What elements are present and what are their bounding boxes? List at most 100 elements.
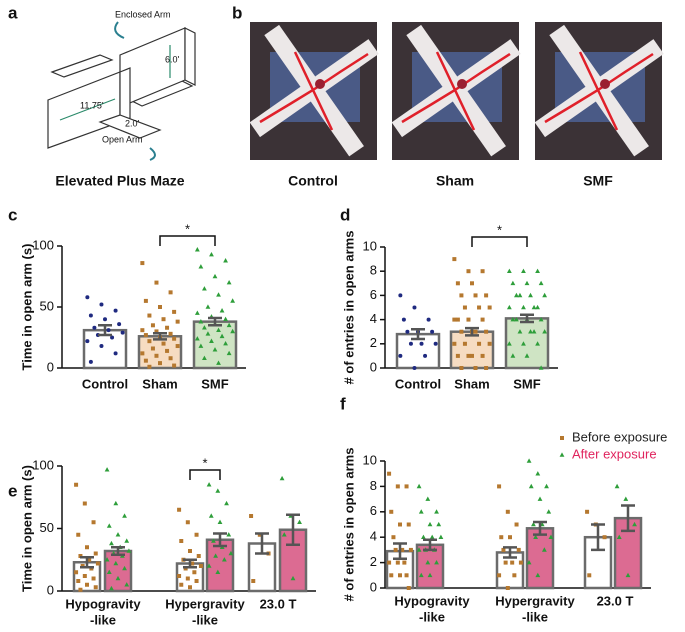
data-point — [161, 317, 166, 322]
data-point — [279, 475, 285, 481]
data-point — [632, 521, 637, 527]
data-point — [104, 557, 110, 562]
data-point — [510, 560, 515, 565]
data-point — [487, 341, 492, 346]
panel-label: c — [8, 205, 17, 224]
data-point — [477, 305, 482, 310]
data-point — [226, 532, 232, 537]
data-point — [185, 520, 190, 525]
data-point — [416, 547, 422, 552]
data-point — [538, 280, 544, 286]
panel-label: b — [232, 3, 242, 22]
data-point — [281, 532, 287, 537]
data-point — [177, 507, 182, 512]
data-point — [95, 561, 100, 566]
data-point — [404, 573, 409, 578]
data-point — [158, 361, 162, 366]
x-tick-label: -like — [192, 612, 218, 627]
data-point — [427, 521, 433, 527]
x-tick-label: SMF — [201, 376, 229, 391]
data-point — [514, 292, 519, 298]
data-point — [421, 534, 426, 539]
data-point — [433, 341, 438, 346]
data-point — [219, 308, 225, 313]
data-point — [172, 363, 177, 368]
data-point — [223, 258, 228, 263]
error-bar — [503, 546, 517, 559]
data-point — [88, 313, 93, 318]
x-tick-label: Hypogravity — [65, 596, 141, 611]
maze-label: 2.0' — [125, 118, 140, 128]
data-point — [524, 280, 530, 286]
data-point — [542, 292, 548, 298]
data-point — [85, 582, 89, 587]
animal — [315, 79, 325, 89]
data-point — [535, 572, 541, 578]
data-point — [85, 545, 89, 550]
data-point — [74, 482, 79, 487]
y-tick-label: 8 — [370, 478, 377, 493]
data-point — [92, 325, 97, 330]
significance-label: * — [202, 455, 207, 470]
x-tick-label: Control — [395, 376, 441, 391]
data-point — [514, 522, 519, 527]
data-point — [462, 305, 467, 310]
data-point — [531, 521, 536, 527]
photo-label: Sham — [436, 173, 474, 189]
track — [401, 51, 511, 131]
y-tick-label: 0 — [370, 579, 377, 594]
data-point — [466, 353, 471, 358]
data-point — [480, 317, 485, 322]
error-bar — [520, 313, 534, 324]
data-point — [544, 483, 549, 489]
maze-label: 11.75' — [80, 100, 104, 110]
data-point — [406, 586, 411, 590]
data-point — [602, 535, 607, 540]
data-point — [249, 514, 254, 518]
data-point — [395, 484, 400, 489]
data-point — [477, 341, 482, 346]
data-point — [427, 572, 433, 578]
data-point — [91, 576, 96, 581]
data-point — [198, 319, 204, 324]
data-point — [113, 500, 119, 506]
panel-label: a — [8, 3, 18, 22]
data-point — [425, 496, 431, 501]
data-point — [528, 483, 534, 489]
data-point — [212, 347, 218, 352]
data-point — [398, 353, 403, 358]
data-point — [466, 269, 471, 274]
y-axis-label: # of entries in open arms — [341, 448, 356, 602]
animal — [457, 79, 467, 89]
data-point — [216, 360, 221, 365]
error-bar — [213, 532, 227, 548]
data-point — [503, 560, 508, 565]
data-point — [99, 302, 104, 307]
data-point — [122, 513, 127, 518]
data-point — [484, 366, 489, 370]
data-point — [122, 565, 127, 571]
data-point — [198, 343, 204, 348]
bar — [205, 538, 235, 593]
data-point — [104, 467, 110, 472]
data-point — [143, 358, 148, 363]
data-point — [194, 579, 199, 583]
data-point — [616, 534, 622, 539]
data-point — [165, 325, 170, 330]
x-tick-label: 23.0 T — [597, 593, 634, 608]
data-point — [177, 574, 182, 578]
data-point — [251, 579, 256, 583]
y-tick-label: 100 — [32, 457, 54, 472]
data-point — [533, 534, 539, 539]
data-point — [113, 560, 119, 566]
arrow — [114, 21, 125, 39]
legend-label: After exposure — [572, 446, 657, 461]
data-point — [429, 534, 435, 539]
data-point — [521, 268, 526, 273]
data-point — [393, 547, 398, 552]
data-point — [517, 292, 523, 298]
data-point — [215, 569, 221, 575]
data-point — [168, 331, 173, 336]
data-point — [537, 496, 543, 501]
error-bar — [411, 328, 425, 341]
